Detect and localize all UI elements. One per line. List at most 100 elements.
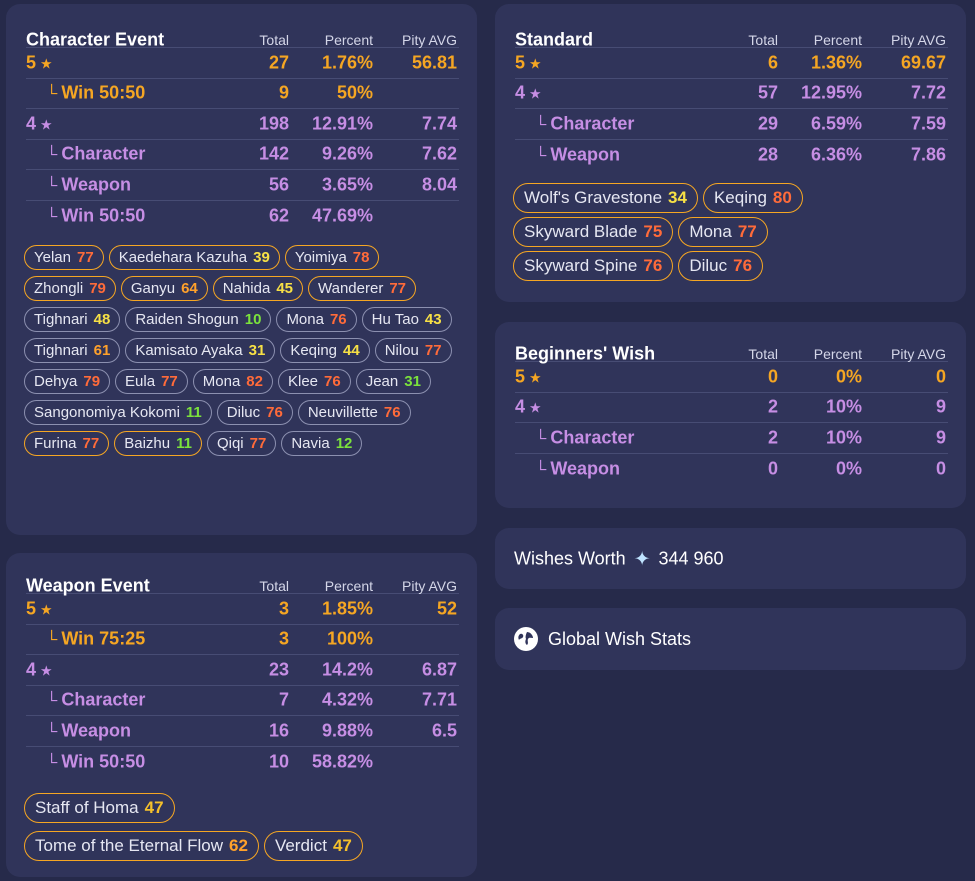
row-4-star: 4 ★ 2 10% 9 [515, 393, 948, 423]
pull-chip[interactable]: Wolf's Gravestone 34 [513, 183, 698, 213]
globe-icon [514, 627, 538, 651]
pity-value: 7.71 [421, 689, 457, 710]
global-wish-stats-panel[interactable]: Global Wish Stats [495, 608, 966, 670]
branch-icon: └ [46, 723, 58, 741]
branch-icon: └ [535, 147, 547, 165]
branch-icon: └ [46, 692, 58, 710]
pull-chip[interactable]: Nilou 77 [374, 338, 452, 363]
pull-chip[interactable]: Ganyu 64 [120, 276, 208, 301]
pull-chip[interactable]: Mona 76 [276, 307, 357, 332]
pull-chip[interactable]: Verdict 47 [263, 831, 363, 861]
pull-chip[interactable]: Tighnari 48 [24, 307, 121, 332]
pull-chip[interactable]: Wanderer 77 [308, 276, 417, 301]
header-percent: Percent [813, 32, 862, 48]
pull-chip[interactable]: Raiden Shogun 10 [125, 307, 272, 332]
pull-chip[interactable]: Zhongli 79 [24, 276, 116, 301]
total-value: 198 [258, 113, 289, 134]
total-value: 29 [757, 113, 778, 134]
pull-chip[interactable]: Sangonomiya Kokomi 11 [24, 400, 212, 425]
percent-value: 1.85% [321, 598, 373, 619]
total-value: 16 [268, 720, 289, 741]
row-label: Weapon [550, 144, 621, 165]
rarity-label: 5 [26, 598, 37, 619]
pull-chip[interactable]: Qiqi 77 [206, 431, 277, 456]
branch-icon: └ [535, 461, 547, 479]
pity-value: 6.87 [421, 659, 457, 680]
row-label: Character [61, 143, 146, 164]
pull-chip[interactable]: Yoimiya 78 [284, 245, 380, 270]
pull-chip[interactable]: Jean 31 [355, 369, 431, 394]
row-weapon: └ Weapon 16 9.88% 6.5 [26, 716, 459, 747]
pull-chip[interactable]: Furina 77 [24, 431, 110, 456]
pity-value: 52 [436, 598, 457, 619]
pull-chip[interactable]: Staff of Homa 47 [24, 793, 175, 823]
pull-chip[interactable]: Skyward Blade 75 [513, 217, 674, 247]
pull-chip[interactable]: Baizhu 11 [114, 431, 202, 456]
row-label: Character [61, 689, 146, 710]
table-header: Character Event Total Percent Pity AVG [26, 28, 459, 50]
pull-chip[interactable]: Kamisato Ayaka 31 [125, 338, 276, 363]
percent-value: 0% [835, 366, 862, 387]
pull-chip[interactable]: Keqing 80 [702, 183, 803, 213]
percent-value: 0% [835, 458, 862, 479]
character-event-panel: Character Event Total Percent Pity AVG 5… [6, 4, 477, 535]
pull-chip[interactable]: Diluc 76 [216, 400, 293, 425]
total-value: 142 [258, 143, 289, 164]
star-icon: ★ [40, 662, 53, 679]
pull-chip[interactable]: Neuvillette 76 [297, 400, 411, 425]
pull-chip[interactable]: Kaedehara Kazuha 39 [108, 245, 280, 270]
branch-icon: └ [46, 85, 58, 103]
branch-icon: └ [46, 208, 58, 226]
percent-value: 100% [326, 628, 373, 649]
total-value: 28 [757, 144, 778, 165]
pull-chip[interactable]: Mona 82 [192, 369, 273, 394]
row-win-5050: └ Win 50:50 10 58.82% [26, 747, 459, 778]
rarity-label: 5 [26, 52, 37, 73]
pull-chip[interactable]: Tome of the Eternal Flow 62 [24, 831, 259, 861]
pull-chip[interactable]: Mona 77 [678, 217, 768, 247]
pity-value: 0 [935, 366, 946, 387]
pull-chip[interactable]: Hu Tao 43 [361, 307, 452, 332]
pity-value: 9 [935, 427, 946, 448]
rarity-label: 4 [515, 396, 526, 417]
pull-chip[interactable]: Tighnari 61 [24, 338, 121, 363]
row-label: Character [550, 427, 635, 448]
pull-chip[interactable]: Yelan 77 [24, 245, 104, 270]
total-value: 9 [278, 82, 289, 103]
row-character: └ Character 2 10% 9 [515, 423, 948, 454]
table-header: Weapon Event Total Percent Pity AVG [26, 574, 459, 596]
wishes-worth: Wishes Worth ✦ 344 960 [514, 546, 724, 571]
standard-chips: Wolf's Gravestone 34 Keqing 80 Skyward Bla… [513, 183, 873, 281]
pull-chip[interactable]: Eula 77 [115, 369, 188, 394]
pull-chip[interactable]: Skyward Spine 76 [513, 251, 674, 281]
percent-value: 1.36% [810, 52, 862, 73]
header-percent: Percent [324, 32, 373, 48]
global-wish-stats-link[interactable]: Global Wish Stats [514, 627, 691, 651]
pull-chip[interactable]: Klee 76 [277, 369, 351, 394]
row-5-star: 5 ★ 6 1.36% 69.67 [515, 48, 948, 79]
star-icon: ★ [529, 369, 542, 386]
pull-chip[interactable]: Nahida 45 [212, 276, 304, 301]
pull-chip[interactable]: Navia 12 [281, 431, 363, 456]
branch-icon: └ [46, 754, 58, 772]
star-icon: ★ [40, 116, 53, 133]
total-value: 27 [268, 52, 289, 73]
wishes-worth-label: Wishes Worth [514, 548, 626, 568]
row-character: └ Character 142 9.26% 7.62 [26, 140, 459, 170]
pull-chip[interactable]: Diluc 76 [678, 251, 764, 281]
rarity-label: 5 [515, 52, 526, 73]
section-title: Character Event [26, 29, 165, 50]
pull-chip[interactable]: Dehya 79 [24, 369, 111, 394]
character-event-table: Character Event Total Percent Pity AVG 5… [26, 28, 459, 231]
pity-value: 56.81 [411, 52, 457, 73]
row-label: Weapon [61, 720, 132, 741]
percent-value: 47.69% [311, 205, 373, 226]
rarity-label: 4 [26, 113, 37, 134]
total-value: 2 [767, 396, 778, 417]
pull-chip[interactable]: Keqing 44 [280, 338, 370, 363]
row-win-5050: └ Win 50:50 9 50% [26, 79, 459, 109]
wishes-worth-panel: Wishes Worth ✦ 344 960 [495, 528, 966, 589]
total-value: 6 [767, 52, 778, 73]
header-pity: Pity AVG [891, 346, 946, 362]
percent-value: 4.32% [321, 689, 373, 710]
